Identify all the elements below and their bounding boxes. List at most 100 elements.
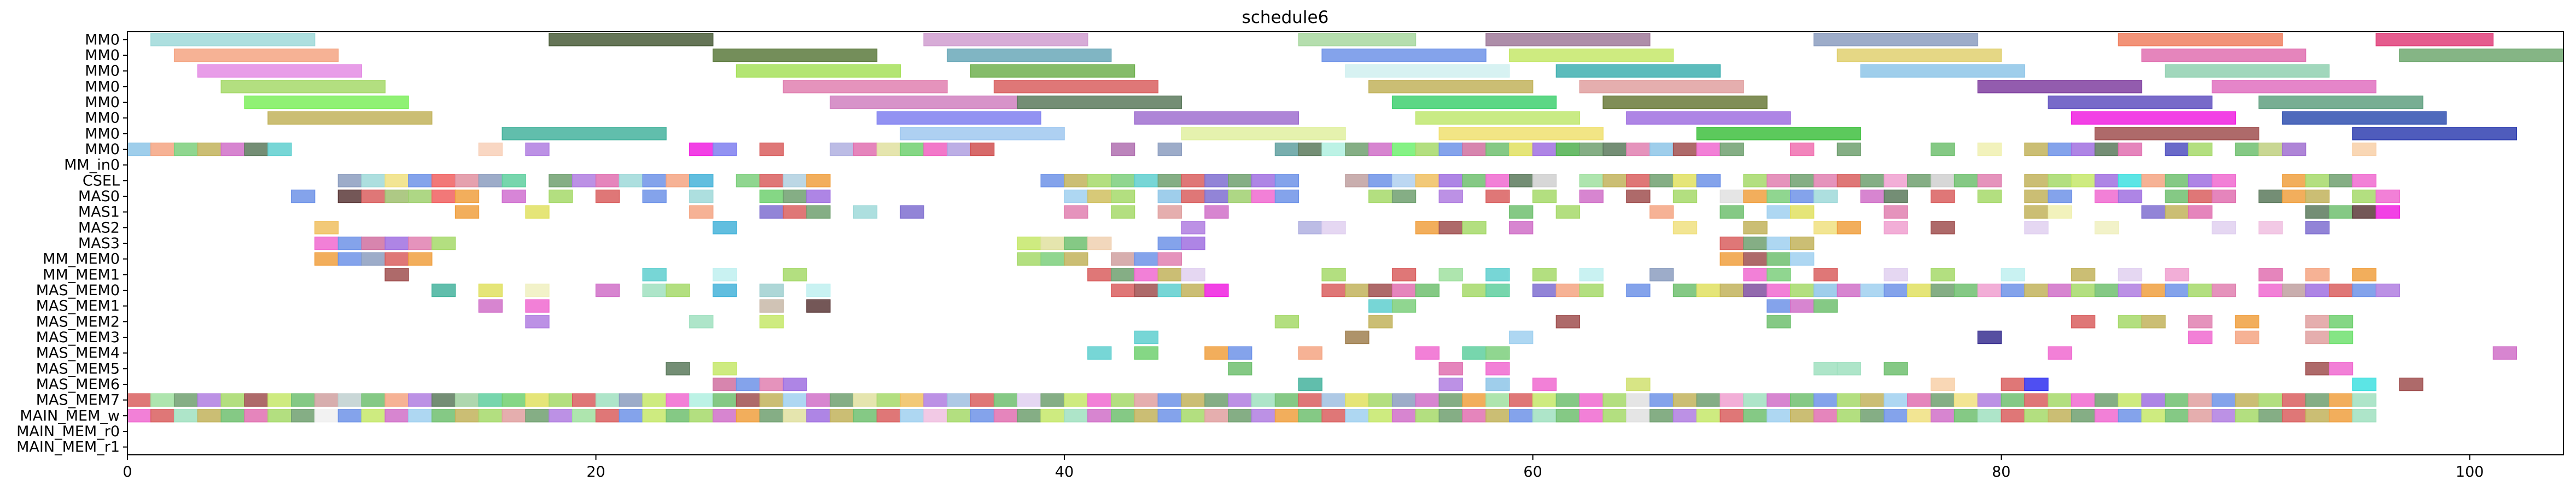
task-bar (595, 393, 620, 407)
task-bar (1251, 393, 1276, 407)
x-tick-label: 40 (1055, 464, 1074, 481)
task-bar (314, 252, 339, 266)
task-bar (2071, 111, 2236, 125)
task-bar (1743, 189, 1768, 203)
task-bar (2165, 189, 2189, 203)
task-bar (572, 393, 597, 407)
task-bar (1930, 377, 1955, 391)
task-bar (502, 409, 526, 423)
y-tick-label: CSEL (83, 172, 120, 189)
task-bar (1391, 299, 1417, 313)
task-bar (1837, 48, 2002, 62)
task-bar (1368, 315, 1393, 329)
task-bar (2001, 377, 2025, 391)
task-bar (1438, 268, 1463, 282)
task-bar (1321, 142, 1346, 156)
task-bar (1977, 393, 2002, 407)
task-bar (1391, 142, 1417, 156)
task-bar (1298, 142, 1322, 156)
task-bar (1767, 299, 1791, 313)
task-bar (1626, 111, 1791, 125)
task-bar (384, 268, 409, 282)
task-bar (1696, 409, 1721, 423)
task-bar (2258, 142, 2283, 156)
task-bar (1650, 205, 1674, 219)
task-bar (1040, 236, 1065, 250)
task-bar (408, 409, 433, 423)
task-bar (830, 409, 854, 423)
task-bar (1298, 33, 1417, 46)
y-tick-label: MAS_MEM0 (36, 282, 120, 299)
x-tick-label: 60 (1523, 464, 1542, 481)
task-bar (1391, 95, 1557, 109)
task-bar (970, 64, 1135, 78)
task-bar (1954, 409, 1979, 423)
task-bar (2399, 48, 2564, 62)
task-bar (1977, 80, 2142, 93)
task-bar (1650, 142, 1674, 156)
task-bar (853, 205, 878, 219)
task-bar (1157, 189, 1182, 203)
task-bar (1415, 409, 1440, 423)
task-bar (1462, 221, 1487, 235)
task-bar (2071, 409, 2096, 423)
task-bar (1509, 393, 1534, 407)
task-bar (2188, 409, 2213, 423)
task-bar (2305, 189, 2330, 203)
task-bar (2024, 221, 2049, 235)
chart-title: schedule6 (1242, 8, 1329, 27)
task-bar (1813, 189, 1838, 203)
task-bar (1087, 189, 1112, 203)
task-bar (1884, 221, 1908, 235)
task-bar (1251, 409, 1276, 423)
task-bar (2258, 283, 2283, 297)
task-bar (736, 174, 761, 188)
task-bar (993, 80, 1159, 93)
task-bar (1415, 393, 1440, 407)
task-bar (806, 283, 831, 297)
task-bar (220, 142, 245, 156)
task-bar (2048, 189, 2072, 203)
task-bar (1134, 283, 1159, 297)
task-bar (1930, 142, 1955, 156)
task-bar (1157, 236, 1182, 250)
task-bar (1672, 174, 1698, 188)
task-bar (1040, 393, 1065, 407)
task-bar (1391, 268, 1417, 282)
task-bar (1650, 174, 1674, 188)
task-bar (1274, 189, 1299, 203)
y-tick-label: MAS3 (78, 235, 120, 252)
task-bar (923, 142, 948, 156)
task-bar (2118, 189, 2142, 203)
task-bar (1837, 393, 1861, 407)
task-bar (1415, 142, 1440, 156)
task-bar (2258, 221, 2283, 235)
task-bar (712, 48, 878, 62)
task-bar (1110, 268, 1135, 282)
task-bar (2352, 283, 2377, 297)
task-bar (712, 221, 737, 235)
task-bar (549, 33, 714, 46)
task-bar (1110, 252, 1135, 266)
task-bar (1837, 362, 1861, 376)
task-bar (432, 393, 456, 407)
task-bar (1977, 174, 2002, 188)
task-bar (2328, 409, 2353, 423)
task-bar (478, 174, 503, 188)
task-bar (1438, 127, 1604, 140)
y-tick-label: MM0 (85, 125, 120, 142)
task-bar (337, 409, 363, 423)
task-bar (1813, 221, 1838, 235)
task-bar (2048, 393, 2072, 407)
task-bar (1274, 409, 1299, 423)
task-bar (1532, 174, 1557, 188)
task-bar (2305, 283, 2330, 297)
task-bar (2375, 189, 2400, 203)
task-bar (1509, 409, 1534, 423)
task-bar (759, 205, 784, 219)
task-bar (876, 409, 901, 423)
task-bar (1696, 393, 1721, 407)
task-bar (1790, 236, 1815, 250)
task-bar (2094, 409, 2119, 423)
